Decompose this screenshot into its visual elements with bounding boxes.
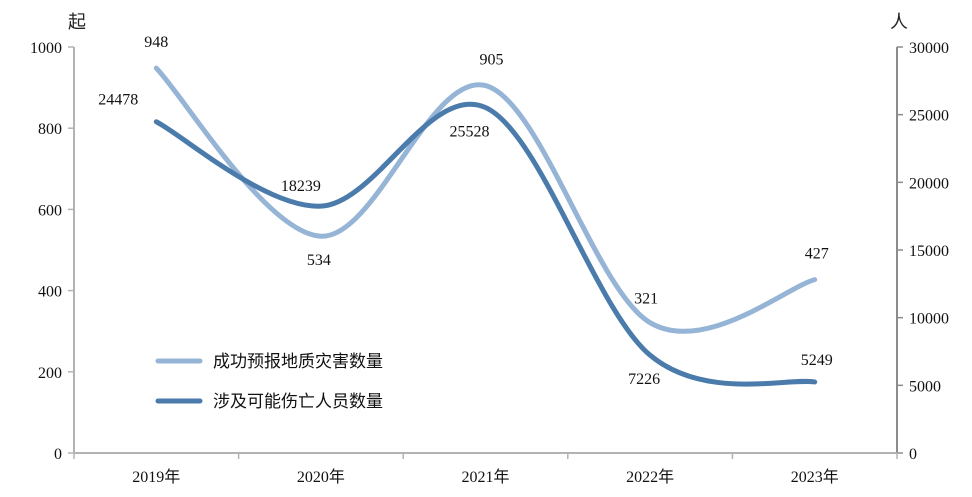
- category-label: 2023年: [791, 468, 839, 486]
- right-tick-label: 15000: [909, 243, 949, 260]
- data-label: 18239: [281, 178, 321, 195]
- right-y-axis: 0 5000 10000 15000 20000 25000 30000: [896, 40, 949, 463]
- category-label: 2020年: [297, 468, 345, 486]
- left-tick-label: 0: [54, 446, 62, 463]
- category-label: 2022年: [626, 468, 674, 486]
- casualty-count-line: [153, 102, 818, 387]
- left-tick-label: 1000: [30, 40, 62, 57]
- right-tick-label: 10000: [909, 311, 949, 328]
- right-tick-label: 5000: [909, 378, 941, 395]
- x-axis: 2019年 2020年 2021年 2022年 2023年: [73, 452, 898, 486]
- left-tick-label: 800: [38, 121, 62, 138]
- right-tick-label: 25000: [909, 108, 949, 125]
- data-label: 427: [805, 246, 829, 263]
- right-tick-label: 20000: [909, 175, 949, 192]
- right-tick-label: 0: [909, 446, 917, 463]
- left-y-axis: 0 200 400 600 800 1000: [30, 40, 75, 463]
- data-label: 905: [480, 52, 504, 69]
- data-labels: 948 534 905 321 427 24478 18239 25528 7226 5249: [98, 34, 832, 388]
- category-label: 2021年: [461, 468, 509, 486]
- data-label: 534: [307, 252, 331, 269]
- legend-label: 涉及可能伤亡人员数量: [213, 392, 383, 412]
- data-label: 24478: [98, 92, 138, 109]
- data-label: 7226: [628, 371, 660, 388]
- data-label: 321: [634, 291, 658, 308]
- left-tick-label: 400: [38, 284, 62, 301]
- forecast-count-line: [153, 65, 818, 334]
- data-label: 5249: [801, 352, 833, 369]
- category-label: 2019年: [132, 468, 180, 486]
- left-tick-label: 200: [38, 365, 62, 382]
- right-axis-unit: 人: [890, 12, 908, 33]
- series-lines: [153, 65, 818, 387]
- legend-label: 成功预报地质灾害数量: [213, 352, 383, 372]
- right-tick-label: 30000: [909, 40, 949, 57]
- data-label: 25528: [450, 124, 490, 141]
- left-axis-unit: 起: [68, 12, 86, 33]
- data-label: 948: [144, 34, 168, 51]
- left-tick-label: 600: [38, 202, 62, 219]
